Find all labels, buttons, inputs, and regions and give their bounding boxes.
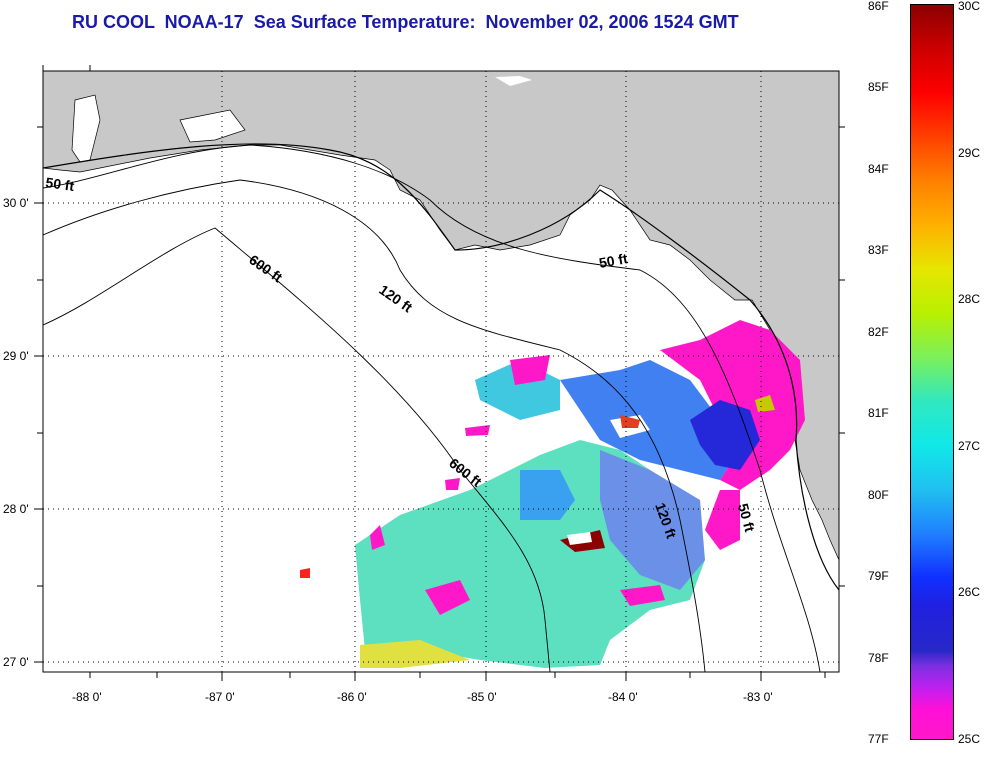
- lon-label-87: -87 0': [205, 690, 235, 704]
- lon-label-84: -84 0': [608, 690, 638, 704]
- colorbar-label-27c: 27C: [958, 439, 981, 453]
- lon-label-86: -86 0': [337, 690, 367, 704]
- sst-data: [300, 320, 805, 668]
- contour-50ft: [43, 144, 821, 672]
- colorbar-label-26c: 26C: [958, 585, 981, 599]
- colorbar-label-79f: 79F: [868, 569, 889, 583]
- colorbar-label-78f: 78F: [868, 651, 889, 665]
- lon-label-83: -83 0': [743, 690, 773, 704]
- colorbar-label-84f: 84F: [868, 162, 889, 176]
- axis-ticks: [34, 65, 845, 681]
- grid-lines: [43, 71, 839, 672]
- contour-120ft: [43, 179, 706, 672]
- sst-map: 50 ft 600 ft 120 ft 50 ft 600 ft 120 ft …: [3, 65, 845, 681]
- lon-label-85: -85 0': [467, 690, 497, 704]
- lon-label-88b: -88 0': [72, 690, 102, 704]
- chart-title: RU COOL NOAA-17 Sea Surface Temperature:…: [72, 12, 739, 32]
- contour-label-50ft-2: 50 ft: [598, 250, 629, 271]
- contour-label-50ft: 50 ft: [45, 174, 76, 194]
- map-frame: [42, 70, 840, 673]
- colorbar-label-83f: 83F: [868, 243, 889, 257]
- lat-label-29: 29 0': [3, 349, 29, 363]
- colorbar-label-30c: 30C: [958, 0, 981, 13]
- contour-label-50ft-3: 50 ft: [735, 502, 758, 534]
- lat-label-27: 27 0': [3, 655, 29, 669]
- colorbar-label-85f: 85F: [868, 80, 889, 94]
- lat-label-30: 30 0': [3, 196, 29, 210]
- coastline: [43, 143, 839, 591]
- colorbar-label-29c: 29C: [958, 146, 981, 160]
- map-canvas: 50 ft 600 ft 120 ft 50 ft 600 ft 120 ft …: [34, 65, 845, 681]
- colorbar-label-80f: 80F: [868, 488, 889, 502]
- contour-600ft: [43, 227, 551, 672]
- colorbar-label-81f: 81F: [868, 406, 889, 420]
- inland-lake: [495, 76, 532, 86]
- lat-label-28: 28 0': [3, 502, 29, 516]
- colorbar-label-82f: 82F: [868, 325, 889, 339]
- colorbar-label-25c: 25C: [958, 732, 981, 746]
- colorbar-label-28c: 28C: [958, 292, 981, 306]
- colorbar-label-86f: 86F: [868, 0, 889, 13]
- colorbar-label-77f: 77F: [868, 732, 889, 746]
- temperature-colorbar: [910, 4, 954, 740]
